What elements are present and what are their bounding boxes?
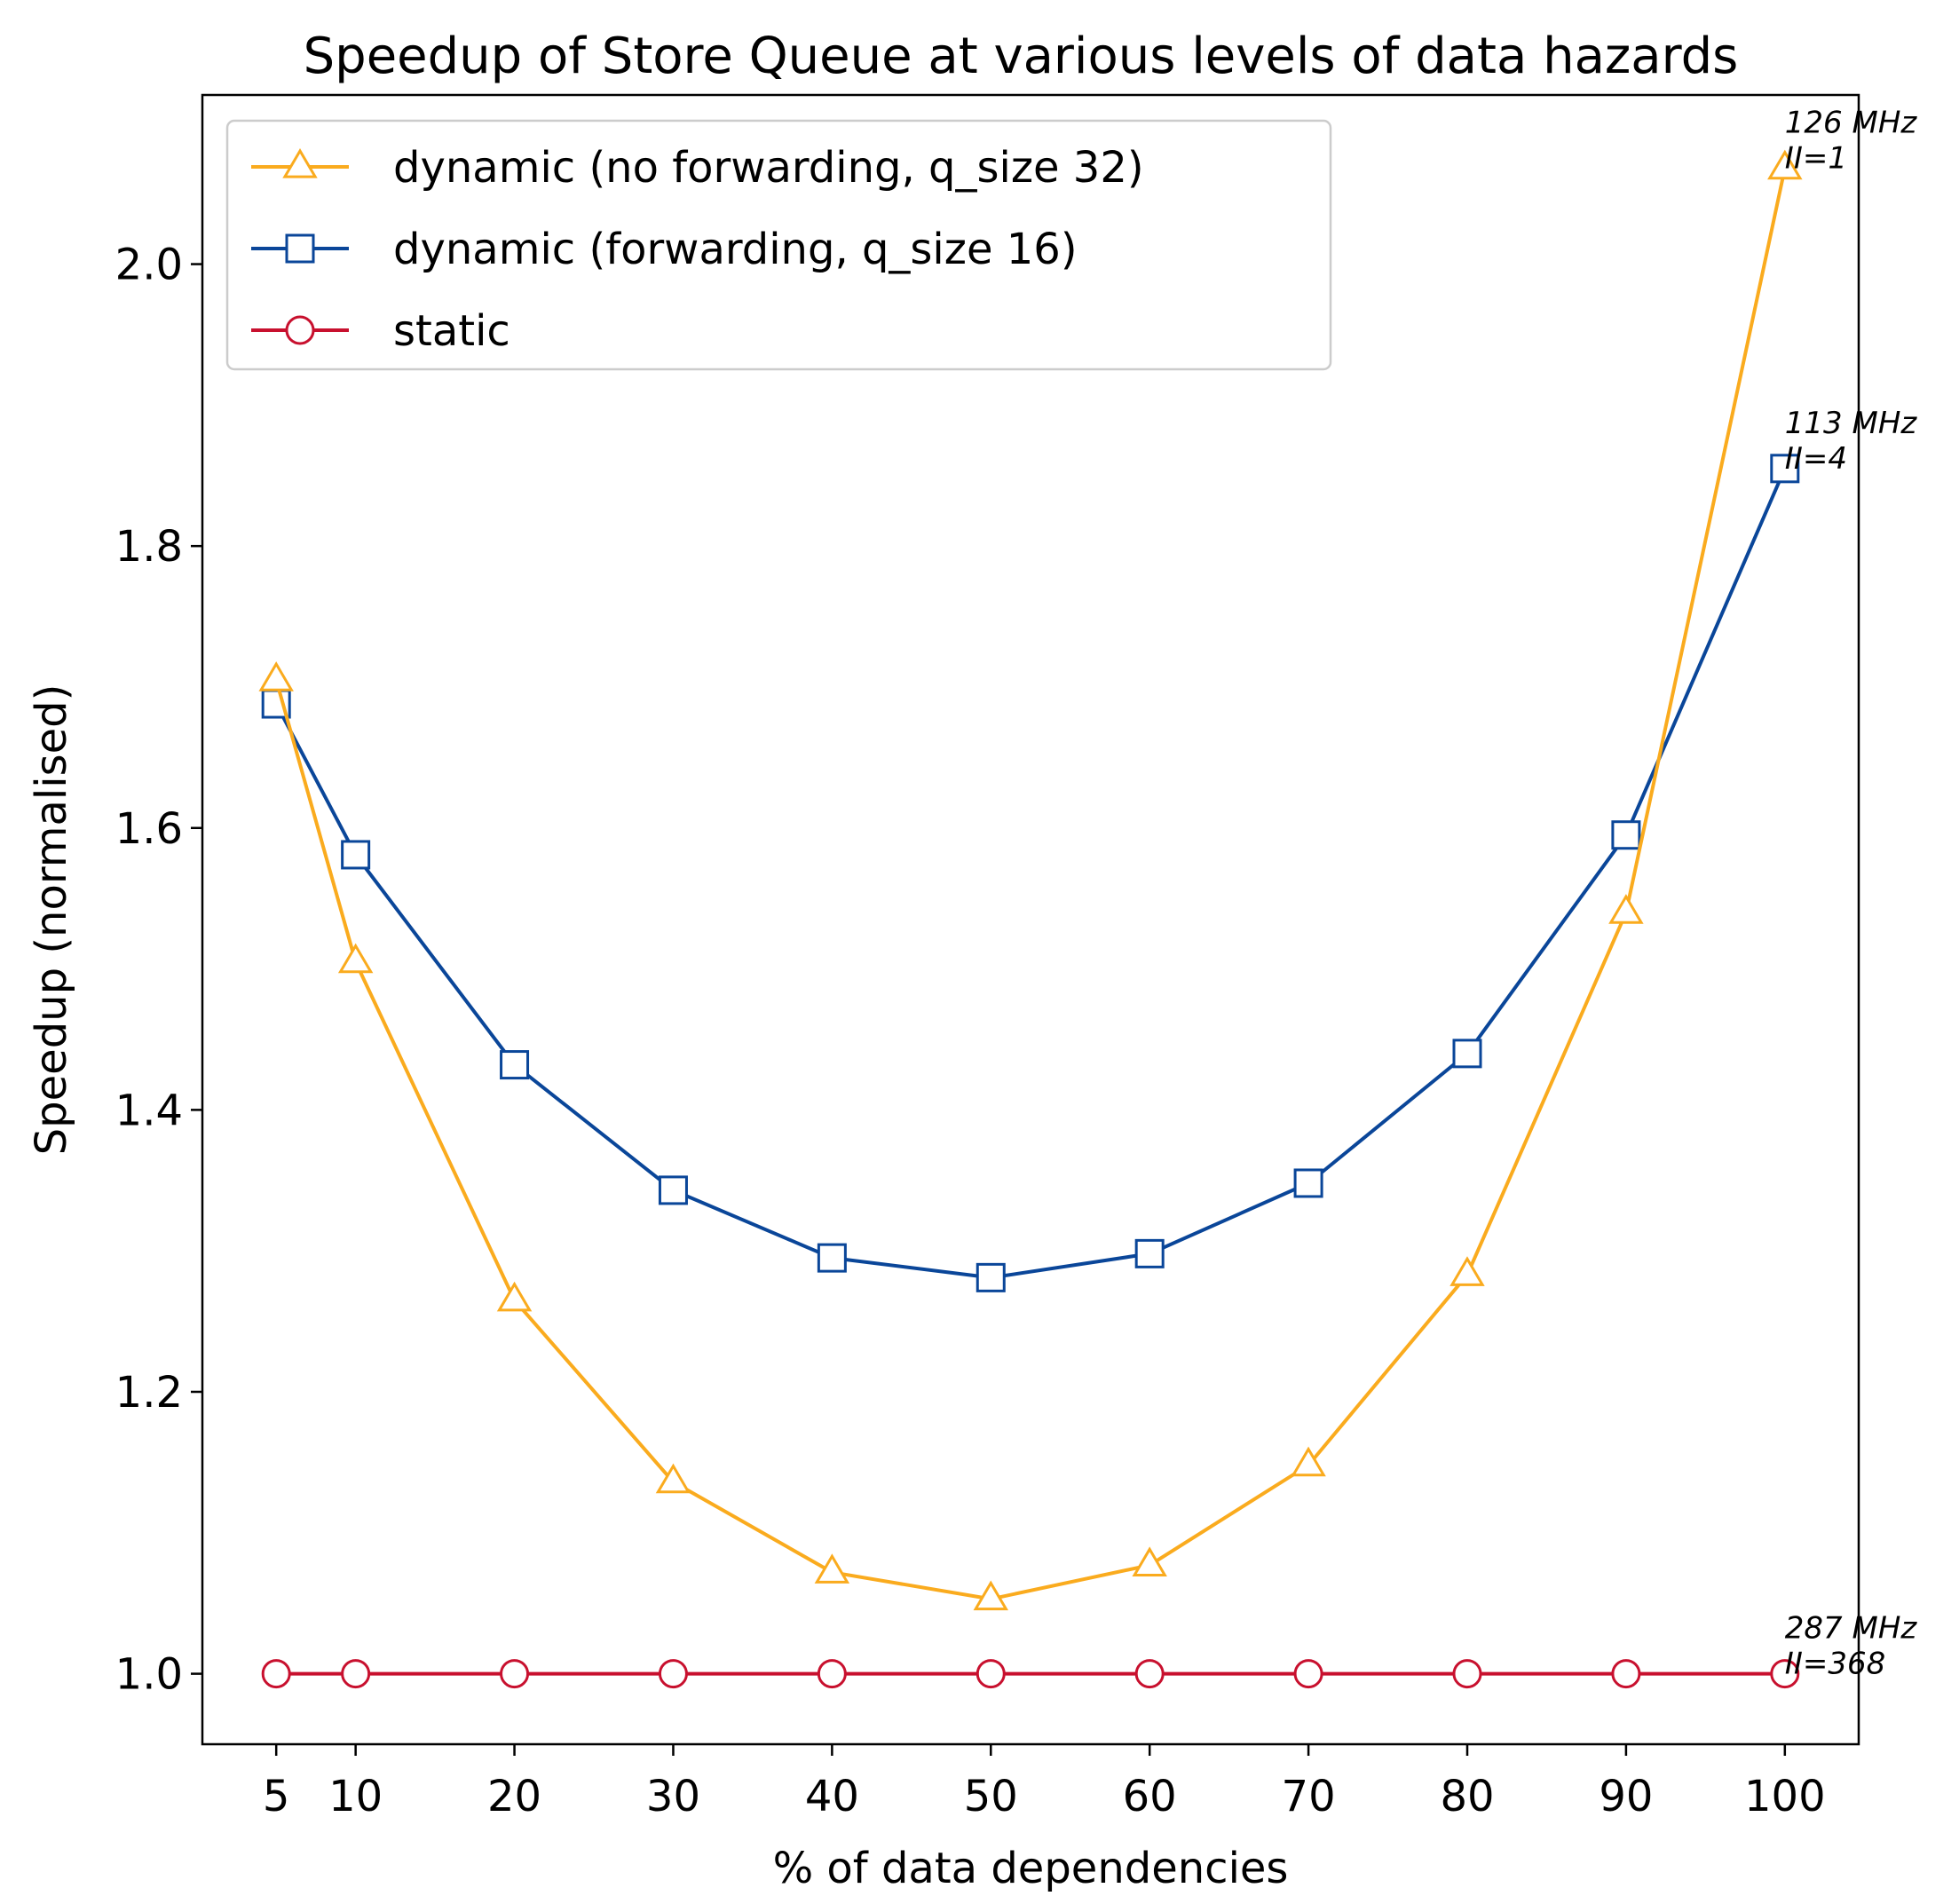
- annotation-frequency: 287 MHz: [1785, 1611, 1918, 1647]
- series-2-point: [261, 1659, 291, 1689]
- y-tick-label: 1.8: [115, 522, 183, 572]
- series-0-point: [1608, 894, 1644, 924]
- series-0-point: [1291, 1446, 1326, 1477]
- plot-area: [201, 93, 1860, 1746]
- legend-marker-1: [285, 233, 315, 264]
- x-tick-label: 5: [263, 1772, 290, 1821]
- x-tick-label: 100: [1744, 1772, 1826, 1821]
- series-1-point: [817, 1243, 847, 1273]
- series-0-point: [814, 1553, 850, 1584]
- series-2-point: [500, 1659, 530, 1689]
- series-0-point: [1132, 1546, 1167, 1576]
- legend: dynamic (no forwarding, q_size 32) dynami…: [225, 119, 1332, 371]
- annotation-frequency: 126 MHz: [1785, 106, 1918, 141]
- legend-box: [225, 119, 1332, 371]
- annotation-ii: II=1: [1785, 141, 1847, 177]
- x-axis-label: % of data dependencies: [773, 1844, 1289, 1893]
- series-0-point: [496, 1281, 533, 1312]
- y-tick-label: 1.6: [115, 804, 183, 854]
- series-0-point: [1767, 149, 1803, 180]
- series-1-point: [1611, 820, 1641, 850]
- x-tick-label: 50: [964, 1772, 1018, 1821]
- chart-title: Speedup of Store Queue at various levels…: [304, 28, 1739, 85]
- legend-marker-0: [282, 148, 318, 178]
- series-0-point: [1450, 1256, 1485, 1286]
- x-tick-label: 20: [487, 1772, 541, 1821]
- y-tick-label: 1.4: [115, 1086, 183, 1135]
- annotation-ii: II=4: [1785, 441, 1847, 477]
- series-0-line: [274, 168, 1787, 1601]
- x-tick-label: 90: [1599, 1772, 1653, 1821]
- y-tick-label: 2.0: [115, 241, 183, 290]
- series-0-point: [258, 661, 294, 691]
- x-tick-label: 70: [1282, 1772, 1336, 1821]
- series-1-point: [658, 1175, 688, 1205]
- series-2-point: [1293, 1659, 1323, 1689]
- series-0-point: [655, 1463, 691, 1494]
- x-tick-label: 60: [1123, 1772, 1177, 1821]
- annotation-ii: II=368: [1785, 1647, 1885, 1682]
- series-2-point: [817, 1659, 847, 1689]
- series-1-point: [976, 1262, 1006, 1292]
- series-2-point: [1611, 1659, 1641, 1689]
- legend-label-0: dynamic (no forwarding, q_size 32): [393, 143, 1144, 193]
- series-2-point: [976, 1659, 1006, 1689]
- series-1-point: [1452, 1039, 1482, 1069]
- series-1-line: [274, 468, 1787, 1280]
- series-2-point: [1134, 1659, 1165, 1689]
- legend-marker-2: [285, 315, 315, 345]
- y-axis-label: Speedup (normalised): [27, 684, 76, 1156]
- legend-label-2: static: [393, 306, 510, 356]
- x-axis-ticks: 5 10 20 30 40 50 60 70 80 90 100: [263, 1744, 1826, 1821]
- x-tick-label: 80: [1440, 1772, 1494, 1821]
- series-1-point: [341, 840, 371, 870]
- y-tick-label: 1.0: [115, 1650, 183, 1700]
- y-tick-label: 1.2: [115, 1368, 183, 1418]
- series-1-point: [1293, 1168, 1323, 1198]
- series-0-point: [973, 1580, 1008, 1611]
- series-2-point: [1452, 1659, 1482, 1689]
- series-1-point: [1770, 454, 1800, 484]
- annotation-frequency: 113 MHz: [1785, 406, 1918, 441]
- legend-label-1: dynamic (forwarding, q_size 16): [393, 225, 1078, 274]
- x-tick-label: 10: [328, 1772, 383, 1821]
- series-0-point: [337, 943, 374, 974]
- plot-series: [258, 149, 1803, 1689]
- series-2-point: [658, 1659, 688, 1689]
- y-axis-ticks: 1.0 1.2 1.4 1.6 1.8 2.0: [115, 241, 202, 1700]
- series-2-point: [1770, 1659, 1800, 1689]
- x-tick-label: 40: [805, 1772, 859, 1821]
- x-tick-label: 30: [646, 1772, 700, 1821]
- series-2-point: [341, 1659, 371, 1689]
- series-1-point: [500, 1050, 530, 1080]
- series-1-point: [1134, 1238, 1165, 1268]
